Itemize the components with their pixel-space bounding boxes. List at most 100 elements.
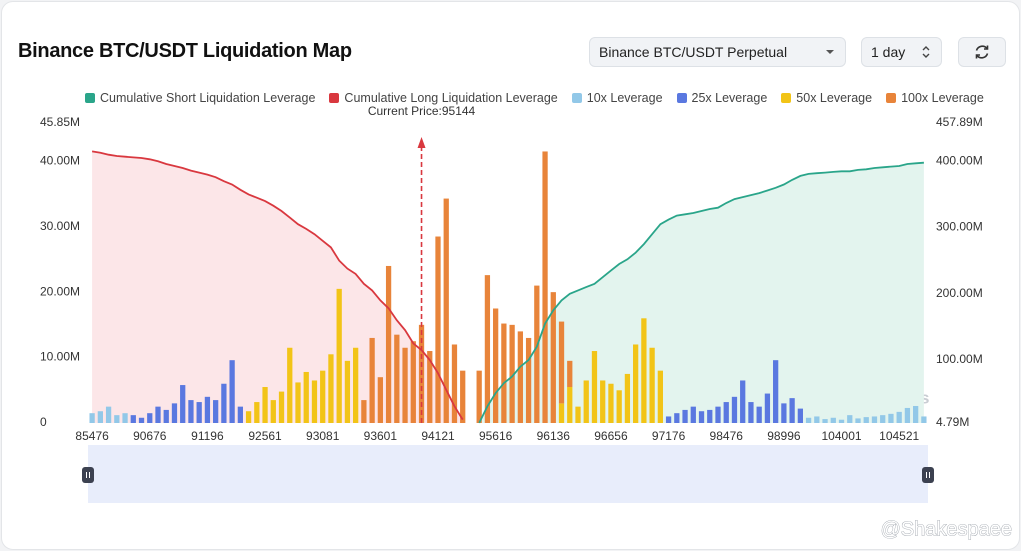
bar	[427, 351, 433, 423]
legend-item[interactable]: 10x Leverage	[571, 91, 663, 105]
bar	[888, 413, 894, 423]
bar	[913, 405, 919, 423]
slider-handle	[922, 467, 934, 483]
legend-swatch	[85, 93, 95, 103]
legend-label: 25x Leverage	[691, 91, 768, 105]
bar	[138, 417, 145, 423]
bar	[336, 288, 342, 423]
legend-item[interactable]: 100x Leverage	[886, 91, 984, 105]
bar	[641, 318, 647, 423]
bar	[155, 406, 161, 423]
line	[478, 161, 924, 424]
bar	[748, 402, 754, 423]
legend-label: 10x Leverage	[586, 91, 663, 105]
legend-swatch	[571, 93, 582, 103]
current-price-label: Current Price:95144	[368, 104, 476, 118]
bar	[254, 402, 260, 423]
bar	[344, 360, 351, 423]
bar	[682, 409, 688, 423]
bar	[204, 396, 211, 423]
legend-item[interactable]: 50x Leverage	[781, 91, 872, 105]
bar	[731, 396, 738, 423]
bar	[493, 308, 499, 423]
bar	[550, 292, 556, 423]
legend-swatch	[676, 93, 687, 103]
bar	[838, 419, 845, 423]
bar	[525, 337, 532, 423]
bar	[262, 387, 268, 423]
interval-select-text: 1 day	[871, 44, 906, 60]
x-tick-label: 98476	[710, 429, 744, 443]
line	[91, 150, 464, 421]
y-tick-label: 10.00M	[40, 350, 80, 364]
legend-label: 100x Leverage	[901, 91, 984, 105]
range-slider	[88, 445, 928, 503]
bar	[781, 403, 787, 423]
y2-tick-label: 200.00M	[936, 286, 983, 300]
legend-item[interactable]: Cumulative Short Liquidation Leverage	[85, 91, 315, 105]
bar	[608, 383, 614, 423]
bar	[369, 337, 375, 423]
bar	[353, 347, 359, 423]
bar	[690, 406, 696, 423]
x-tick-label: 104521	[879, 429, 919, 443]
current-price-arrow	[417, 137, 426, 148]
bar	[649, 347, 655, 423]
legend-item[interactable]: 25x Leverage	[676, 91, 768, 105]
y2-tick-label: 4.79M	[936, 415, 969, 429]
bar	[435, 236, 441, 423]
bar	[880, 415, 886, 423]
bar	[740, 380, 746, 423]
bar	[270, 400, 276, 423]
refresh-button[interactable]	[958, 37, 1006, 67]
bar	[600, 380, 606, 423]
bar	[130, 415, 136, 423]
slider-grip	[926, 472, 930, 478]
bar	[847, 415, 853, 423]
legend-item[interactable]: Cumulative Long Liquidation Leverage	[329, 91, 558, 105]
y-tick-label: 20.00M	[40, 284, 80, 298]
bar	[674, 413, 680, 423]
bar	[410, 341, 416, 423]
y2-tick-label: 100.00M	[936, 352, 983, 366]
bar	[904, 407, 911, 423]
bar	[361, 400, 367, 423]
bar	[715, 406, 721, 423]
bar	[797, 408, 803, 423]
bar	[896, 411, 902, 423]
bar	[320, 370, 326, 423]
bar	[773, 360, 779, 423]
bar	[501, 323, 507, 423]
bar	[558, 321, 565, 404]
bar	[871, 416, 878, 423]
pair-select[interactable]: Binance BTC/USDT Perpetual	[589, 37, 846, 67]
pair-select-text: Binance BTC/USDT Perpetual	[599, 44, 788, 60]
bar	[147, 413, 153, 423]
bar	[476, 370, 482, 423]
bar	[805, 417, 812, 423]
bar	[295, 382, 301, 423]
bar	[789, 398, 795, 423]
bar	[756, 406, 762, 423]
legend-swatch	[329, 93, 340, 103]
bar	[402, 347, 408, 423]
legend-swatch	[781, 93, 792, 103]
interval-select[interactable]: 1 day	[861, 37, 942, 67]
y2-tick-label: 400.00M	[936, 154, 983, 168]
bar	[723, 402, 729, 423]
bar	[814, 416, 820, 423]
x-tick-label: 85476	[75, 429, 109, 443]
bar	[105, 406, 112, 423]
bar	[213, 400, 219, 423]
bar	[97, 411, 103, 423]
y-tick-label: 45.85M	[40, 115, 80, 129]
bar	[221, 383, 227, 423]
bar	[278, 391, 285, 423]
bar	[707, 409, 713, 423]
y-tick-label: 40.00M	[40, 153, 80, 167]
spinner	[922, 46, 930, 58]
legend-swatch	[886, 93, 897, 103]
x-tick-label: 98996	[767, 429, 801, 443]
x-tick-label: 93601	[364, 429, 398, 443]
bar	[764, 393, 771, 423]
